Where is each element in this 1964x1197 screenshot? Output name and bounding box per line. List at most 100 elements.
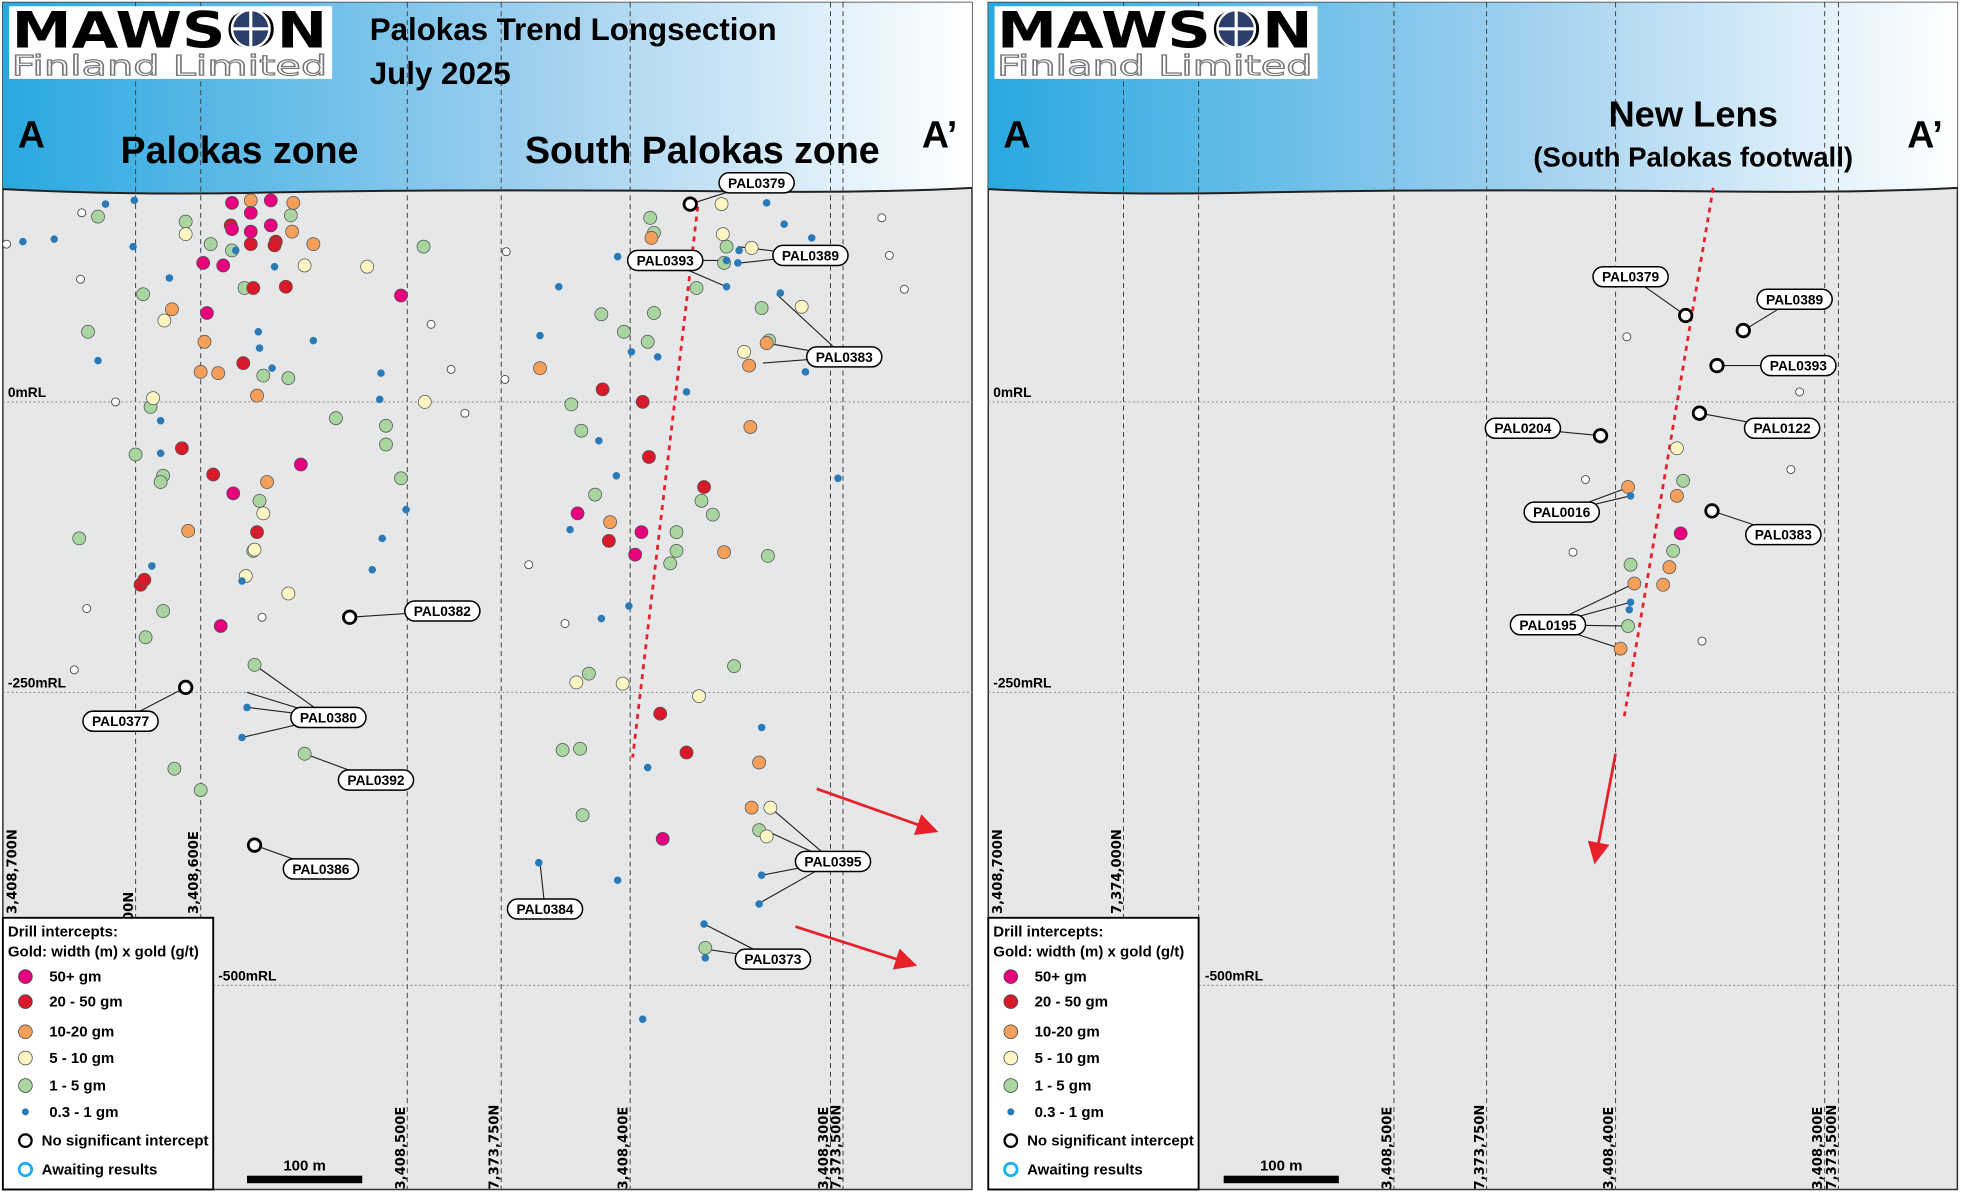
intercept-none-small	[76, 274, 85, 284]
drill-hole-id: PAL0379	[728, 176, 785, 191]
intercept-1-5	[283, 208, 298, 223]
intercept-50plus	[225, 195, 239, 210]
scale-bar-label: 100 m	[283, 1158, 326, 1175]
drill-hole-id: PAL0384	[516, 902, 573, 917]
intercept-0.3-1	[156, 416, 165, 425]
intercept-none-small	[426, 319, 436, 329]
intercept-none-small	[82, 604, 92, 613]
intercept-0.3-1	[50, 235, 58, 243]
legend-symbol-1-5	[1003, 1078, 1019, 1093]
drill-hole-label: PAL0389	[1756, 288, 1833, 311]
intercept-50plus	[394, 288, 408, 303]
intercept-50plus	[634, 525, 649, 540]
legend-title: Drill intercepts:	[993, 924, 1103, 941]
intercept-10-20	[1613, 641, 1628, 656]
intercept-none-small	[524, 560, 534, 570]
intercept-1-5	[128, 447, 143, 462]
drill-hole-label-box	[82, 710, 159, 732]
drill-hole-id: PAL0122	[1754, 421, 1811, 436]
left-panel: 0mRL-250mRL-500mRL7,374,000N3,408,600E3,…	[1, 2, 973, 1191]
logo-background	[9, 6, 333, 79]
intercept-0.3-1	[776, 289, 785, 297]
intercept-0.3-1	[755, 900, 763, 908]
intercept-0.3-1	[595, 436, 603, 445]
intercept-10-20	[603, 515, 618, 530]
intercept-1-5	[555, 743, 570, 757]
drill-hole-label: PAL0389	[772, 244, 849, 267]
intercept-1-5	[167, 761, 182, 776]
intercept-0.3-1	[555, 282, 563, 291]
intercept-none-small	[111, 397, 120, 407]
intercept-1-5	[72, 531, 87, 546]
drill-hole-label: PAL0195	[1509, 614, 1587, 636]
intercept-20-50	[642, 450, 656, 464]
intercept-none	[1592, 428, 1609, 444]
intercept-50plus	[225, 222, 239, 237]
drill-hole-id: PAL0379	[1602, 270, 1659, 285]
legend-label: 0.3 - 1 gm	[1035, 1104, 1104, 1121]
intercept-0.3-1	[701, 954, 710, 962]
zone-label-south-palokas: South Palokas zone	[525, 129, 880, 171]
intercept-10-20	[250, 388, 264, 403]
section-end-a: A	[1003, 114, 1030, 156]
intercept-10-20	[533, 361, 547, 376]
drill-hole-label-box	[290, 706, 367, 729]
drill-hole-label: PAL0384	[506, 898, 584, 920]
drill-hole-label: PAL0395	[794, 850, 872, 873]
intercept-10-20	[197, 334, 212, 349]
logo-subtitle: Finland Limited	[997, 50, 1313, 82]
intercept-5-10	[281, 586, 296, 601]
intercept-0.3-1	[735, 246, 743, 255]
intercept-none-small	[77, 208, 87, 218]
intercept-1-5	[1676, 473, 1691, 488]
drill-hole-label-box	[734, 948, 812, 970]
intercept-10-20	[644, 231, 659, 245]
drill-hole-label: PAL0204	[1484, 417, 1562, 439]
legend: Drill intercepts: Gold: width (m) x gold …	[1, 916, 215, 1191]
intercept-50plus	[628, 547, 643, 562]
intercept-0.3-1	[612, 472, 621, 480]
intercept-0.3-1	[613, 252, 622, 261]
grid-coordinate-label: 3,408,400E	[617, 1107, 632, 1190]
intercept-5-10	[692, 689, 706, 704]
intercept-0.3-1	[378, 534, 387, 543]
intercept-5-10	[178, 227, 193, 242]
intercept-20-50	[595, 382, 610, 397]
intercept-none-small	[560, 619, 570, 628]
intercept-50plus	[263, 218, 278, 233]
drill-hole-label-box	[805, 346, 883, 368]
intercept-1-5	[719, 239, 734, 254]
legend-label: Awaiting results	[1027, 1161, 1143, 1178]
scale-bar	[1223, 1175, 1339, 1184]
intercept-10-20	[1656, 577, 1671, 592]
intercept-10-20	[1627, 576, 1642, 591]
intercept-1-5	[178, 214, 193, 229]
intercept-10-20	[717, 545, 731, 560]
intercept-1-5	[379, 437, 393, 452]
intercept-1-5	[698, 940, 713, 955]
intercept-none	[246, 837, 263, 853]
intercept-1-5	[575, 808, 590, 822]
intercept-5-10	[714, 197, 729, 211]
intercept-0.3-1	[368, 565, 376, 574]
drill-hole-label-box	[1592, 265, 1669, 288]
legend-label: 20 - 50 gm	[49, 994, 122, 1011]
intercept-1-5	[564, 397, 579, 412]
intercept-none-small	[69, 665, 79, 675]
drill-hole-id: PAL0382	[414, 604, 471, 619]
intercept-10-20	[211, 366, 226, 381]
drill-hole-label: PAL0383	[805, 346, 883, 368]
figure-title: Palokas Trend Longsection	[370, 12, 777, 47]
intercept-10-20	[743, 420, 758, 434]
intercept-0.3-1	[834, 474, 842, 483]
intercept-0.3-1	[375, 395, 384, 404]
drill-hole-label: PAL0383	[1745, 523, 1822, 546]
intercept-1-5	[581, 666, 596, 681]
intercept-5-10	[615, 676, 630, 691]
intercept-0.3-1	[638, 1015, 647, 1023]
intercept-1-5	[574, 423, 589, 438]
section-end-a: A	[18, 114, 45, 156]
intercept-0.3-1	[536, 331, 544, 340]
intercept-10-20	[165, 302, 179, 317]
